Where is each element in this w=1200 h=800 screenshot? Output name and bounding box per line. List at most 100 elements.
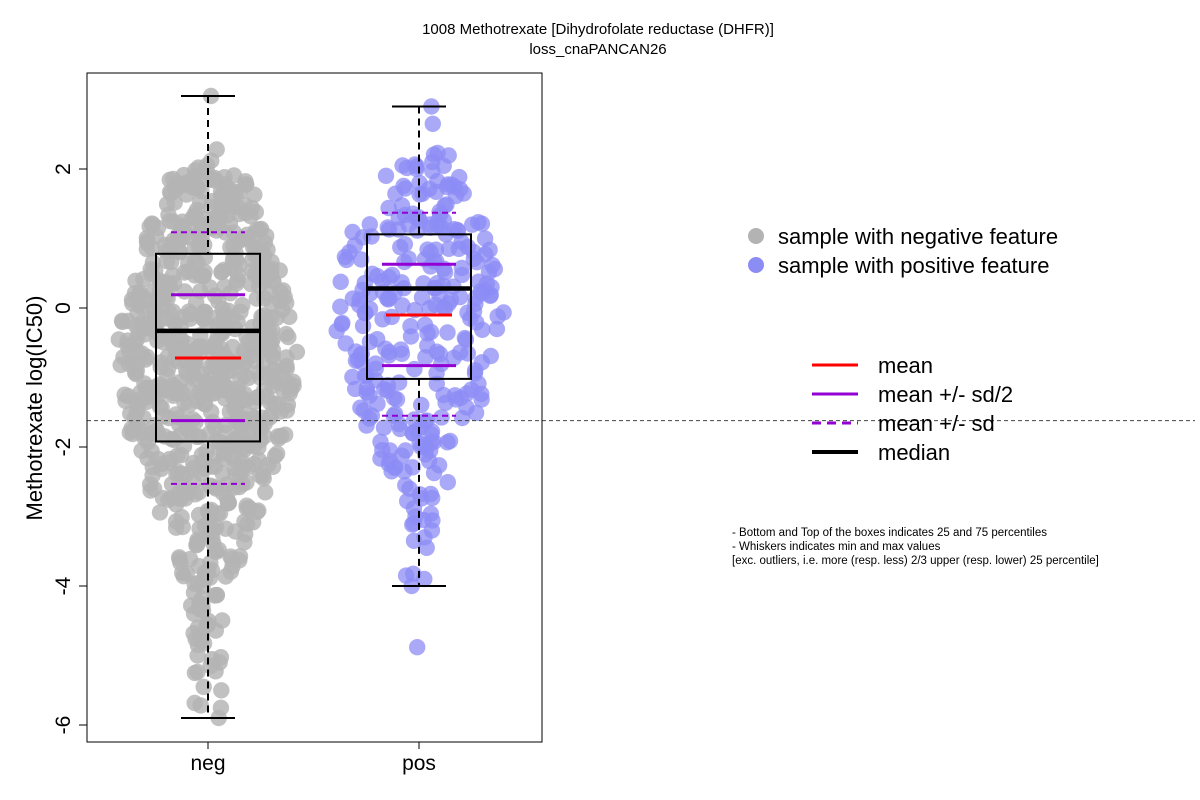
data-point-neg bbox=[126, 284, 144, 302]
data-point-neg bbox=[206, 172, 224, 189]
data-point-neg bbox=[228, 275, 245, 292]
data-point-pos bbox=[486, 260, 503, 278]
data-point-neg bbox=[229, 313, 246, 331]
data-point-neg bbox=[165, 170, 182, 188]
data-point-neg bbox=[168, 519, 185, 536]
data-point-neg bbox=[190, 558, 208, 575]
y-tick-label: 2 bbox=[52, 163, 75, 175]
data-point-pos bbox=[488, 320, 506, 338]
data-point-neg bbox=[231, 466, 248, 483]
legend-points: sample with negative feature sample with … bbox=[748, 224, 1058, 278]
data-point-pos bbox=[379, 382, 396, 399]
data-point-pos bbox=[433, 409, 450, 426]
data-point-pos bbox=[473, 354, 490, 371]
data-point-pos bbox=[445, 349, 462, 367]
data-point-neg bbox=[257, 484, 274, 501]
note-line: [exc. outliers, i.e. more (resp. less) 2… bbox=[732, 555, 1099, 567]
data-point-pos bbox=[459, 304, 476, 321]
data-point-neg bbox=[189, 254, 206, 271]
data-point-neg bbox=[263, 260, 280, 277]
data-point-pos bbox=[406, 156, 424, 173]
legend-point-marker bbox=[748, 228, 764, 244]
data-point-pos bbox=[347, 380, 364, 398]
data-point-neg bbox=[213, 682, 230, 699]
data-point-neg bbox=[218, 490, 236, 507]
box-pos bbox=[366, 233, 472, 380]
data-point-neg bbox=[190, 506, 208, 524]
data-point-pos bbox=[422, 442, 439, 459]
data-point-neg bbox=[205, 521, 222, 538]
data-point-neg bbox=[206, 458, 224, 475]
data-point-pos bbox=[361, 216, 378, 233]
data-point-pos bbox=[397, 477, 414, 494]
data-point-pos bbox=[372, 450, 389, 467]
data-point-neg bbox=[192, 697, 209, 714]
data-point-pos bbox=[458, 385, 475, 402]
data-point-pos bbox=[409, 639, 426, 656]
data-point-neg bbox=[173, 447, 190, 464]
data-point-neg bbox=[185, 605, 203, 622]
x-tick-label: neg bbox=[190, 752, 225, 775]
data-point-neg bbox=[222, 563, 239, 580]
data-point-pos bbox=[361, 333, 379, 351]
data-point-pos bbox=[337, 335, 354, 352]
data-point-neg bbox=[263, 334, 280, 351]
data-point-neg bbox=[237, 173, 254, 190]
data-point-pos bbox=[470, 214, 487, 231]
data-point-neg bbox=[180, 176, 197, 193]
data-point-pos bbox=[413, 289, 431, 306]
data-point-neg bbox=[271, 283, 289, 300]
points-layer bbox=[110, 87, 512, 727]
data-point-pos bbox=[377, 340, 394, 357]
data-point-neg bbox=[236, 385, 253, 402]
data-point-pos bbox=[495, 304, 512, 321]
data-point-neg bbox=[151, 504, 169, 521]
data-point-neg bbox=[164, 303, 181, 320]
data-point-neg bbox=[194, 577, 211, 595]
data-point-pos bbox=[457, 331, 475, 348]
data-point-pos bbox=[442, 291, 460, 309]
data-point-neg bbox=[210, 541, 227, 559]
data-point-pos bbox=[397, 180, 414, 197]
data-point-neg bbox=[256, 381, 273, 398]
data-point-pos bbox=[383, 266, 401, 284]
data-point-neg bbox=[211, 205, 228, 222]
data-point-pos bbox=[369, 395, 386, 412]
data-point-neg bbox=[195, 678, 212, 696]
data-point-neg bbox=[189, 619, 207, 636]
data-point-pos bbox=[407, 508, 424, 525]
data-point-pos bbox=[357, 304, 374, 322]
data-point-neg bbox=[145, 480, 163, 497]
data-point-neg bbox=[189, 647, 206, 664]
data-point-pos bbox=[427, 296, 444, 313]
data-point-pos bbox=[381, 289, 398, 307]
data-point-neg bbox=[188, 340, 205, 358]
data-point-neg bbox=[165, 380, 183, 397]
x-tick-label: pos bbox=[402, 752, 436, 775]
data-point-neg bbox=[208, 222, 225, 239]
data-point-pos bbox=[451, 168, 468, 186]
data-point-pos bbox=[377, 167, 395, 184]
data-point-pos bbox=[436, 197, 453, 214]
data-point-pos bbox=[332, 298, 349, 315]
data-point-neg bbox=[201, 359, 218, 376]
data-point-pos bbox=[394, 157, 411, 174]
chart-title: 1008 Methotrexate [Dihydrofolate reducta… bbox=[422, 21, 774, 38]
y-tick-label: -2 bbox=[52, 438, 75, 457]
data-point-neg bbox=[128, 403, 145, 421]
data-point-pos bbox=[439, 474, 456, 491]
legend-point-label: sample with positive feature bbox=[778, 253, 1049, 278]
box-neg bbox=[155, 252, 261, 443]
data-point-neg bbox=[274, 301, 291, 318]
data-point-pos bbox=[424, 115, 441, 132]
data-point-neg bbox=[153, 399, 170, 416]
data-point-pos bbox=[453, 259, 471, 277]
y-tick-label: 0 bbox=[52, 302, 75, 314]
data-point-neg bbox=[242, 208, 259, 225]
data-point-pos bbox=[481, 241, 498, 258]
data-point-neg bbox=[178, 362, 195, 379]
data-point-neg bbox=[206, 587, 223, 604]
chart-subtitle: loss_cnaPANCAN26 bbox=[529, 41, 666, 58]
data-point-pos bbox=[455, 185, 472, 202]
data-point-pos bbox=[333, 316, 350, 333]
